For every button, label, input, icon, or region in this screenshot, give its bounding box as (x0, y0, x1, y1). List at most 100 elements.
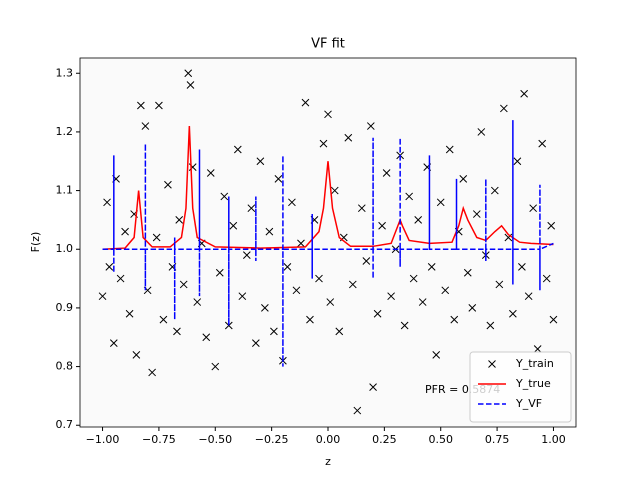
marker (261, 304, 269, 312)
marker (459, 174, 468, 183)
marker (409, 274, 418, 283)
marker (427, 262, 436, 271)
marker (495, 280, 504, 289)
marker (405, 192, 414, 201)
x-tick-label: 0.75 (485, 433, 510, 446)
marker (141, 122, 150, 130)
marker (529, 204, 538, 213)
marker (348, 280, 357, 289)
marker (387, 292, 395, 301)
marker (283, 262, 292, 271)
marker (211, 362, 220, 371)
marker (159, 315, 168, 324)
marker (184, 69, 193, 78)
marker (152, 233, 161, 242)
marker (132, 350, 141, 359)
marker (256, 157, 265, 166)
marker (472, 210, 481, 218)
marker (274, 174, 283, 183)
series-line (102, 126, 554, 250)
marker (98, 292, 107, 301)
y-tick-label: 1.0 (56, 242, 74, 255)
marker (186, 81, 195, 89)
marker (173, 327, 181, 336)
marker (373, 309, 382, 318)
y-tick-label: 0.9 (56, 301, 74, 314)
marker (518, 262, 526, 271)
marker (215, 268, 224, 277)
x-tick-label: −1.00 (86, 433, 120, 446)
marker (441, 286, 450, 295)
chart-title: VF fit (311, 37, 345, 52)
marker (109, 339, 118, 347)
marker (445, 145, 454, 154)
marker (148, 368, 156, 377)
legend-swatch (488, 360, 496, 368)
y-axis-label: F(z) (29, 232, 42, 253)
marker (121, 227, 129, 236)
x-tick-label: 0.50 (428, 433, 453, 446)
marker (463, 268, 472, 277)
marker (524, 292, 533, 301)
marker (504, 233, 513, 242)
marker (436, 198, 445, 207)
marker (155, 101, 163, 110)
marker (315, 274, 323, 283)
y-tick-label: 1.1 (56, 184, 74, 197)
marker (306, 315, 314, 324)
marker (125, 309, 134, 318)
marker (486, 321, 495, 330)
marker (288, 198, 296, 207)
axes-frame (79, 57, 577, 428)
marker (369, 383, 377, 391)
legend-label: Y_VF (515, 397, 542, 410)
marker (137, 101, 145, 110)
marker (432, 350, 441, 359)
marker (105, 262, 114, 271)
marker (468, 304, 477, 312)
marker (116, 274, 125, 283)
y-tick-label: 0.8 (56, 360, 74, 373)
marker (103, 198, 111, 207)
x-tick-label: 1.00 (541, 433, 566, 446)
marker (382, 169, 391, 177)
marker (206, 169, 215, 177)
marker (202, 333, 211, 342)
marker (297, 239, 305, 248)
marker (450, 315, 459, 324)
x-tick-label: −0.75 (142, 433, 176, 446)
marker (418, 298, 427, 306)
marker (520, 89, 528, 98)
marker (193, 298, 202, 306)
y-tick-label: 0.7 (56, 418, 74, 431)
marker (247, 204, 256, 213)
marker (362, 257, 371, 265)
y-tick-label: 1.3 (56, 66, 74, 79)
marker (179, 280, 188, 289)
legend-label: Y_true (515, 377, 551, 390)
marker (533, 345, 542, 353)
marker (509, 309, 517, 318)
marker (330, 186, 339, 195)
x-tick-label: −0.50 (198, 433, 232, 446)
marker (164, 180, 172, 189)
series-line (102, 120, 554, 367)
marker (319, 139, 328, 148)
marker (252, 339, 260, 347)
marker (301, 98, 310, 107)
marker (542, 274, 551, 283)
marker (175, 216, 184, 224)
marker (335, 327, 344, 336)
x-axis-label: z (325, 455, 331, 468)
marker (242, 251, 251, 259)
marker (538, 139, 547, 148)
marker (414, 216, 423, 224)
marker (326, 298, 335, 306)
x-tick-label: 0.25 (372, 433, 397, 446)
marker (220, 192, 229, 201)
marker (224, 321, 233, 330)
marker (400, 321, 409, 330)
marker (344, 133, 353, 142)
